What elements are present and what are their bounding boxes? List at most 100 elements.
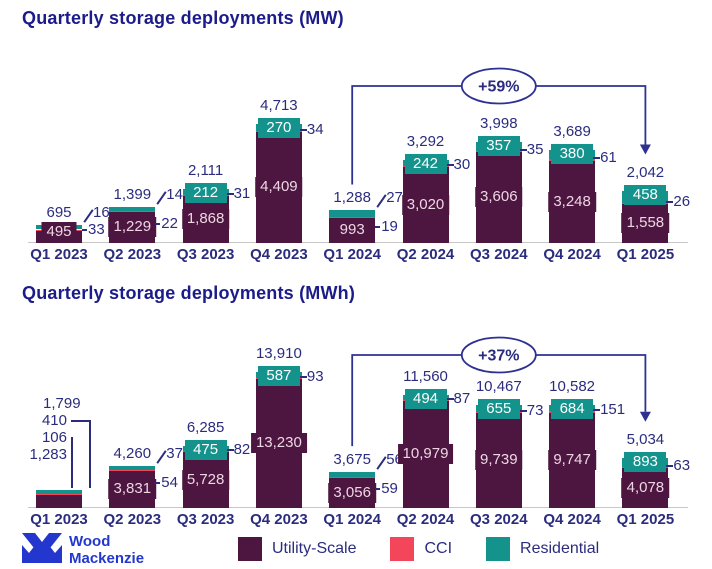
residential-value-label-q4-2024: 684 [551,398,594,419]
total-label-q3-2023: 6,285 [186,419,225,437]
bar-segment-residential-q2-2023 [109,465,156,470]
cci-tick-q3-2023 [226,448,234,451]
utility-value-label-q3-2024: 3,606 [475,187,523,208]
legend-item-utility-scale: Utility-Scale [238,537,356,561]
legend-label-residential: Residential [520,540,600,557]
residential-value-label-q3-2024: 655 [477,399,520,420]
cci-tick-q1-2025 [666,465,674,468]
residential-value-label-q3-2023: 475 [184,440,227,461]
legend-label-cci: CCI [424,540,453,557]
residential-value-label-q4-2023: 587 [257,365,300,386]
x-axis-label-q3-2023: Q3 2023 [176,511,235,528]
x-axis-label-q3-2024: Q3 2024 [470,246,528,263]
x-axis-label-q1-2025: Q1 2025 [616,511,675,528]
utility-scale-swatch-icon [238,537,262,561]
total-label-q2-2023: 1,399 [113,186,152,204]
utility-value-label-q3-2024: 9,739 [475,450,523,471]
cci-value-label-q4-2023: 93 [306,367,324,385]
residential-value-label-q2-2024: 494 [404,388,447,409]
x-axis-label-q4-2024: Q4 2024 [543,246,601,263]
utility-value-label-q4-2024: 9,747 [548,450,596,471]
total-label-q4-2024: 10,582 [549,377,596,395]
cci-value-label-q2-2023: 22 [161,215,178,233]
utility-value-label-q1-2024: 3,056 [328,483,376,504]
chart2-plot: 1,799 410 106 1,283 3,831 4,260 375 54 5,728 6,28… [0,333,712,508]
utility-value-label-q1-2023: 1,283 [29,446,67,463]
cci-tick-q1-2024 [375,225,381,228]
cci-tick-q3-2024 [519,148,527,151]
cci-value-label-q3-2023: 31 [233,184,251,202]
x-axis-label-q3-2023: Q3 2023 [176,246,235,263]
utility-value-label-q1-2025: 4,078 [621,478,670,499]
footer: Wood Mackenzie Utility-Scale CCI Residen… [0,529,712,569]
utility-value-label-q2-2023: 1,229 [108,217,157,238]
x-axis-label-q1-2023: Q1 2023 [30,246,88,263]
x-axis-label-q1-2024: Q1 2024 [323,511,381,528]
x-axis-label-q2-2023: Q2 2023 [103,511,162,528]
residential-value-label-q4-2023: 270 [257,117,300,138]
utility-value-label-q4-2023: 4,409 [255,177,303,198]
chart1-plot: 495 695 167 33 1,229 1,399 148 22 1,868 2,111 212 3… [0,55,712,243]
x-axis-label-q4-2023: Q4 2023 [250,246,308,263]
svg-text:+37%: +37% [478,348,519,365]
bar-segment-utility-q1-2023 [36,495,82,508]
total-label-q1-2024: 3,675 [333,450,371,468]
cci-value-label-q1-2024: 19 [381,217,398,235]
cci-value-label-q2-2024: 30 [453,155,471,173]
bar-segment-cci-q1-2023 [36,494,82,496]
residential-value-label-q3-2024: 357 [477,135,520,156]
residential-value-label-q4-2024: 380 [551,143,594,164]
cci-tick-q1-2023 [82,229,87,232]
cci-value-label-q4-2023: 34 [306,120,324,138]
bar-segment-residential-q1-2024 [329,209,376,217]
logo-line1: Wood [69,533,111,551]
cci-value-label-q3-2024: 35 [526,140,544,158]
x-axis-label-q1-2023: Q1 2023 [30,511,88,528]
cci-value-label-q1-2024: 59 [381,479,398,497]
stack-leader-v1-q1-2023 [89,420,91,489]
cci-value-label-q1-2023: 33 [88,221,105,239]
stack-leader-v2-q1-2023 [71,437,73,489]
cci-swatch-icon [390,537,415,561]
chart2-title: Quarterly storage deployments (MWh) [22,283,356,303]
residential-swatch-icon [486,537,511,561]
residential-value-label-q3-2023: 212 [184,183,227,204]
total-label-q1-2025: 2,042 [626,164,665,182]
utility-value-label-q4-2023: 13,230 [250,433,307,454]
x-axis-label-q1-2024: Q1 2024 [323,246,381,263]
woodmac-logo: Wood Mackenzie [22,531,144,569]
residential-value-label-q1-2023: 410 [41,412,67,429]
cci-tick-q4-2023 [299,128,307,131]
total-label-q4-2023: 13,910 [255,344,302,362]
cci-tick-q1-2024 [375,487,381,490]
residential-value-label-q1-2025: 893 [624,452,667,473]
utility-value-label-q4-2024: 3,248 [548,191,596,212]
cci-value-label-q1-2025: 26 [673,192,691,210]
cci-tick-q2-2024 [446,163,454,166]
stack-leader-h-q1-2023 [71,420,89,422]
legend-item-cci: CCI [390,537,452,561]
x-axis-label-q3-2024: Q3 2024 [470,511,528,528]
legend-item-residential: Residential [486,537,599,561]
bar-segment-cci-q2-2023 [109,469,156,471]
bar-segment-residential-q2-2023 [109,207,156,211]
bar-segment-residential-q1-2023 [36,490,82,495]
chart1-x-axis: Q1 2023 Q2 2023 Q3 2023 Q4 2023 Q1 2024 Q2 20… [0,246,712,268]
cci-value-label-q1-2023: 106 [41,429,67,446]
utility-value-label-q3-2023: 1,868 [181,209,230,230]
svg-text:+59%: +59% [478,79,519,96]
total-label-q2-2023: 4,260 [113,444,152,462]
bar-segment-cci-q2-2023 [109,210,156,212]
chart1-title: Quarterly storage deployments (MW) [22,8,344,28]
bar-segment-cci-q1-2024 [329,477,376,479]
utility-value-label-q2-2024: 10,979 [397,444,454,465]
total-label-q1-2025: 5,034 [626,431,665,449]
x-axis-label-q2-2024: Q2 2024 [396,246,455,263]
chart2-x-axis: Q1 2023 Q2 2023 Q3 2023 Q4 2023 Q1 2024 Q2 20… [0,511,712,533]
cci-tick-q1-2025 [666,200,674,203]
cci-tick-q4-2024 [593,157,601,160]
utility-value-label-q1-2024: 993 [334,220,370,241]
x-axis-label-q4-2024: Q4 2024 [543,511,601,528]
total-label-q1-2024: 1,288 [333,188,371,206]
cci-value-label-q3-2024: 73 [526,401,544,419]
